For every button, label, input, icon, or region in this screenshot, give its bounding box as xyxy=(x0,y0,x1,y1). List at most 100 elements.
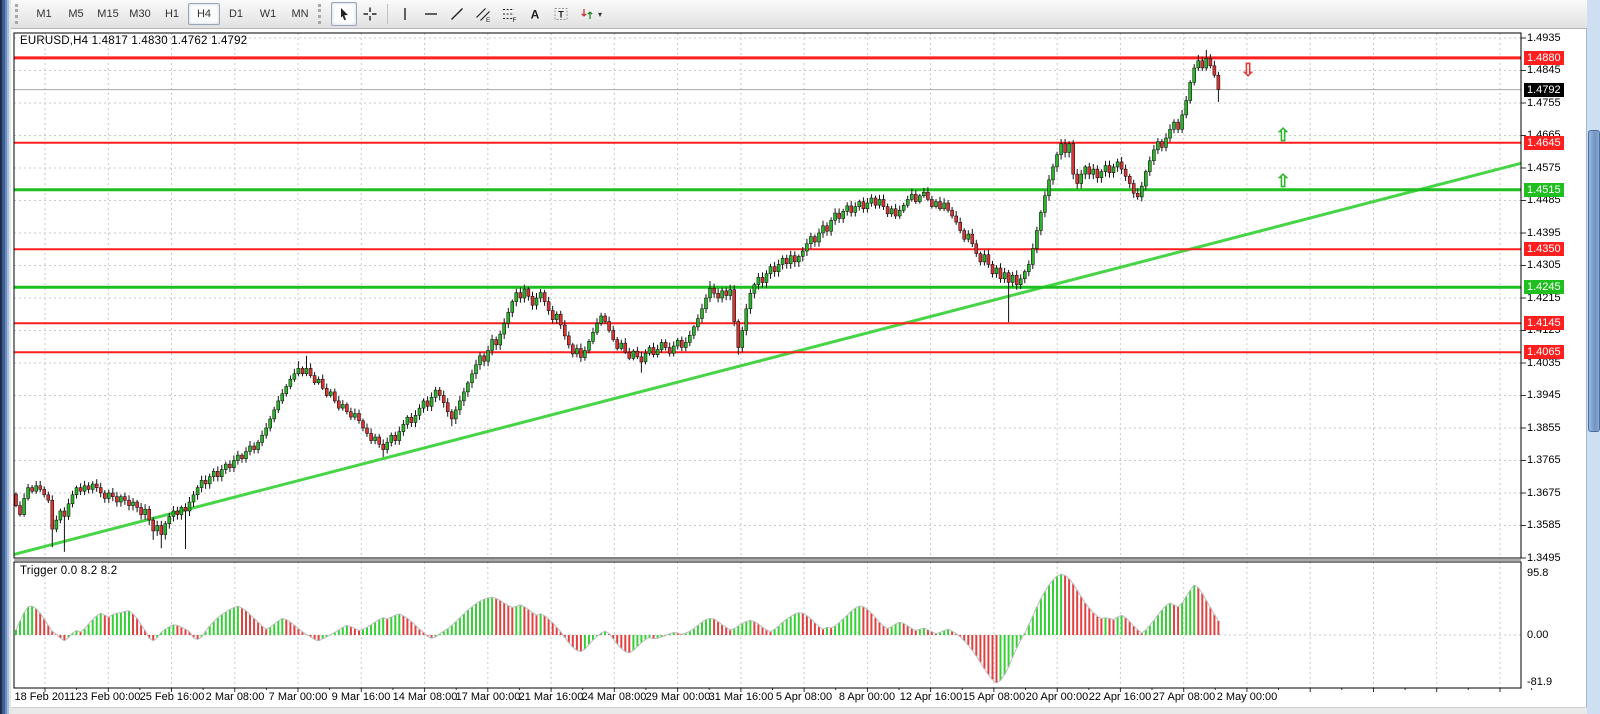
price-tick-label-1.4935: 1.4935 xyxy=(1527,32,1561,44)
toolbar-grip[interactable] xyxy=(318,4,327,24)
date-label-10: 24 Mar 08:00 xyxy=(581,691,647,703)
cursor-tool-button[interactable] xyxy=(331,2,357,26)
crosshair-tool-button[interactable] xyxy=(357,2,383,26)
text-label-icon: T xyxy=(554,8,568,20)
timeframe-button-h1[interactable]: H1 xyxy=(164,8,180,20)
horizontal-gridlines xyxy=(14,37,1526,636)
trendline-icon xyxy=(451,8,463,20)
price-badge-1.4645: 1.4645 xyxy=(1524,136,1564,150)
arrows-style-tool-button[interactable] xyxy=(574,2,600,26)
equidistant-channel-icon: E xyxy=(476,8,491,23)
cursor-icon xyxy=(341,8,348,21)
candles xyxy=(14,49,1221,552)
arrows-style-icon xyxy=(581,9,593,19)
text-tool-button[interactable]: A xyxy=(522,2,548,26)
indicator-scale-zero: 0.00 xyxy=(1527,629,1549,641)
chart-title: EURUSD,H4 1.4817 1.4830 1.4762 1.4792 xyxy=(20,35,248,47)
price-tick-label-1.4485: 1.4485 xyxy=(1527,194,1561,206)
date-label-13: 5 Apr 08:00 xyxy=(775,691,833,703)
svg-text:T: T xyxy=(558,10,564,20)
price-tick-label-1.4035: 1.4035 xyxy=(1527,357,1561,369)
up-arrow-icon[interactable]: ⇧ xyxy=(1275,125,1290,145)
trendline-tool-button[interactable] xyxy=(444,2,470,26)
timeframe-button-h4[interactable]: H4 xyxy=(188,3,220,25)
date-label-14: 8 Apr 00:00 xyxy=(838,691,896,703)
fibonacci-icon: F xyxy=(503,8,517,23)
vertical-scrollbar[interactable] xyxy=(1586,0,1600,714)
trendline-object[interactable] xyxy=(13,161,1522,556)
timeframe-button-w1[interactable]: W1 xyxy=(259,8,277,20)
price-tick-label-1.4395: 1.4395 xyxy=(1527,227,1561,239)
date-label-4: 2 Mar 08:00 xyxy=(205,691,265,703)
date-label-16: 15 Apr 08:00 xyxy=(962,691,1026,703)
down-arrow-icon[interactable]: ⇩ xyxy=(1240,60,1255,80)
toolbar-separator xyxy=(387,4,388,24)
price-tick-label-1.3855: 1.3855 xyxy=(1527,422,1561,434)
svg-text:A: A xyxy=(531,8,540,22)
arrows-style-dropdown-caret[interactable]: ▾ xyxy=(598,9,603,19)
signal-arrows: ⇩ ⇧ ⇧ xyxy=(1240,60,1290,191)
toolbar-grip[interactable] xyxy=(15,4,24,24)
price-badge-1.4145: 1.4145 xyxy=(1524,316,1564,330)
svg-text:F: F xyxy=(513,17,517,23)
indicator-label: Trigger 0.0 8.2 8.2 xyxy=(20,565,118,577)
horizontal-line-icon xyxy=(425,13,437,15)
date-label-2: 23 Feb 00:00 xyxy=(75,691,141,703)
horizontal-line-tool-button[interactable] xyxy=(418,2,444,26)
date-label-20: 2 May 00:00 xyxy=(1216,691,1278,703)
price-badge-1.4880: 1.4880 xyxy=(1524,51,1564,65)
price-tick-label-1.3765: 1.3765 xyxy=(1527,454,1561,466)
timeframe-button-m5[interactable]: M5 xyxy=(68,8,84,20)
fibonacci-tool-button[interactable]: F xyxy=(496,2,522,26)
price-badge-1.4515: 1.4515 xyxy=(1524,183,1564,197)
price-badge-1.4350: 1.4350 xyxy=(1524,242,1564,256)
indicator-plot-border xyxy=(13,561,1522,689)
indicator-scale-max: 95.8 xyxy=(1527,567,1549,579)
price-tick-label-1.3945: 1.3945 xyxy=(1527,389,1561,401)
equidistant-channel-tool-button[interactable]: E xyxy=(470,2,496,26)
timeframe-button-mn[interactable]: MN xyxy=(291,8,309,20)
date-label-17: 20 Apr 00:00 xyxy=(1025,691,1089,703)
timeframe-button-m15[interactable]: M15 xyxy=(97,8,119,20)
date-label-8: 17 Mar 00:00 xyxy=(455,691,521,703)
text-icon: A xyxy=(531,8,540,22)
price-badge-1.4792: 1.4792 xyxy=(1524,83,1564,97)
vertical-line-tool-button[interactable] xyxy=(392,2,418,26)
price-tick-label-1.4575: 1.4575 xyxy=(1527,162,1561,174)
date-label-11: 29 Mar 00:00 xyxy=(645,691,711,703)
price-badge-1.4065: 1.4065 xyxy=(1524,345,1564,359)
text-label-tool-button[interactable]: T xyxy=(548,2,574,26)
trigger-histogram xyxy=(15,573,1220,684)
price-tick-label-1.4755: 1.4755 xyxy=(1527,97,1561,109)
date-label-18: 22 Apr 16:00 xyxy=(1088,691,1152,703)
indicator-scale-min: -81.9 xyxy=(1527,676,1553,688)
timeframe-button-m1[interactable]: M1 xyxy=(36,8,52,20)
price-tick-label-1.3495: 1.3495 xyxy=(1527,552,1561,564)
window-bottom-border xyxy=(11,707,1587,714)
up-arrow-icon[interactable]: ⇧ xyxy=(1275,171,1290,191)
vertical-gridlines xyxy=(44,33,1533,692)
date-label-6: 9 Mar 16:00 xyxy=(331,691,391,703)
date-label-3: 25 Feb 16:00 xyxy=(139,691,205,703)
date-label-1: 18 Feb 2011 xyxy=(14,691,76,703)
window-left-border xyxy=(0,0,11,714)
date-label-7: 14 Mar 08:00 xyxy=(392,691,458,703)
date-label-12: 31 Mar 16:00 xyxy=(708,691,774,703)
price-tick-label-1.4305: 1.4305 xyxy=(1527,259,1561,271)
svg-text:E: E xyxy=(486,17,491,23)
price-tick-label-1.3675: 1.3675 xyxy=(1527,487,1561,499)
timeframe-button-m30[interactable]: M30 xyxy=(129,8,151,20)
price-tick-label-1.4845: 1.4845 xyxy=(1527,64,1561,76)
main-plot-border xyxy=(13,32,1522,559)
crosshair-icon xyxy=(363,7,377,21)
date-label-15: 12 Apr 16:00 xyxy=(899,691,963,703)
date-label-9: 21 Mar 16:00 xyxy=(518,691,584,703)
date-label-5: 7 Mar 00:00 xyxy=(268,691,328,703)
timeframe-button-d1[interactable]: D1 xyxy=(228,8,244,20)
date-label-19: 27 Apr 08:00 xyxy=(1152,691,1216,703)
price-tick-label-1.4215: 1.4215 xyxy=(1527,292,1561,304)
trigger-envelope-line xyxy=(15,573,1219,684)
sr-level-lines xyxy=(14,56,1521,354)
